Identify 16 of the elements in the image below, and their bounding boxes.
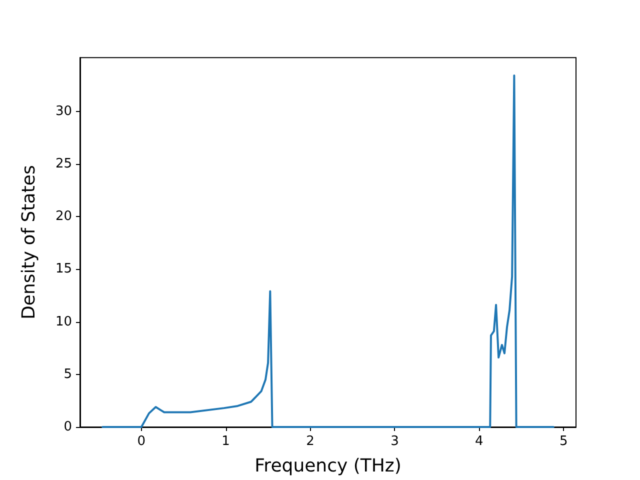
x-tick-label: 4	[475, 434, 484, 449]
line-series	[102, 74, 554, 428]
y-tick-label: 20	[55, 209, 72, 224]
x-tick-label: 0	[137, 434, 146, 449]
x-tick-label: 2	[306, 434, 314, 449]
y-tick-label: 30	[55, 104, 72, 119]
y-axis-title: Density of States	[18, 165, 40, 320]
x-axis-title: Frequency (THz)	[254, 456, 402, 476]
y-tick-label: 15	[55, 262, 72, 277]
x-tick-label: 5	[559, 434, 568, 449]
y-tick-label: 10	[55, 314, 72, 330]
y-tick-label: 25	[55, 156, 72, 172]
x-tick-label: 1	[222, 434, 230, 449]
x-tick-label: 3	[390, 434, 399, 449]
y-tick-label: 0	[64, 420, 72, 434]
y-tick-label: 5	[64, 366, 72, 382]
